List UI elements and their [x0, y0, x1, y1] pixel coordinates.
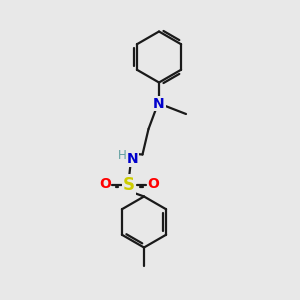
Text: N: N: [153, 97, 165, 110]
Text: H: H: [118, 149, 127, 162]
Text: O: O: [99, 178, 111, 191]
Text: S: S: [123, 176, 135, 194]
Text: N: N: [127, 152, 139, 166]
Text: O: O: [147, 178, 159, 191]
